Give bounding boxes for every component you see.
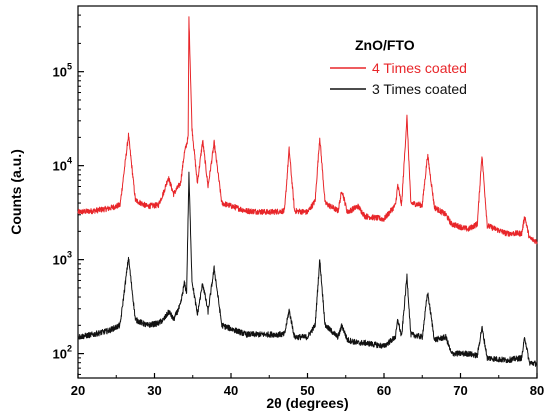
x-axis-label: 2θ (degrees) xyxy=(266,395,348,411)
legend: ZnO/FTO 4 Times coated 3 Times coated xyxy=(330,37,467,97)
x-tick-label: 20 xyxy=(71,383,85,398)
legend-entry-1: 4 Times coated xyxy=(372,60,467,76)
x-tick-label: 80 xyxy=(530,383,544,398)
series-line-2 xyxy=(77,171,538,367)
y-tick-label: 103 xyxy=(53,250,72,268)
y-tick-label: 104 xyxy=(53,156,72,174)
x-tick-label: 60 xyxy=(377,383,391,398)
series-line-1 xyxy=(77,16,538,245)
y-axis-label: Counts (a.u.) xyxy=(8,149,24,235)
plot-frame xyxy=(77,5,538,379)
legend-entry-2: 3 Times coated xyxy=(372,81,467,97)
series-layer xyxy=(77,16,538,367)
y-tick-label: 102 xyxy=(53,344,72,362)
x-tick-label: 30 xyxy=(147,383,161,398)
legend-title: ZnO/FTO xyxy=(355,37,415,53)
x-tick-label: 40 xyxy=(224,383,238,398)
y-tick-label: 105 xyxy=(53,62,72,80)
axis-ticks: 20 30 40 50 60 70 80 102 103 104 105 xyxy=(53,5,544,398)
x-tick-label: 50 xyxy=(300,383,314,398)
x-tick-label: 70 xyxy=(453,383,467,398)
